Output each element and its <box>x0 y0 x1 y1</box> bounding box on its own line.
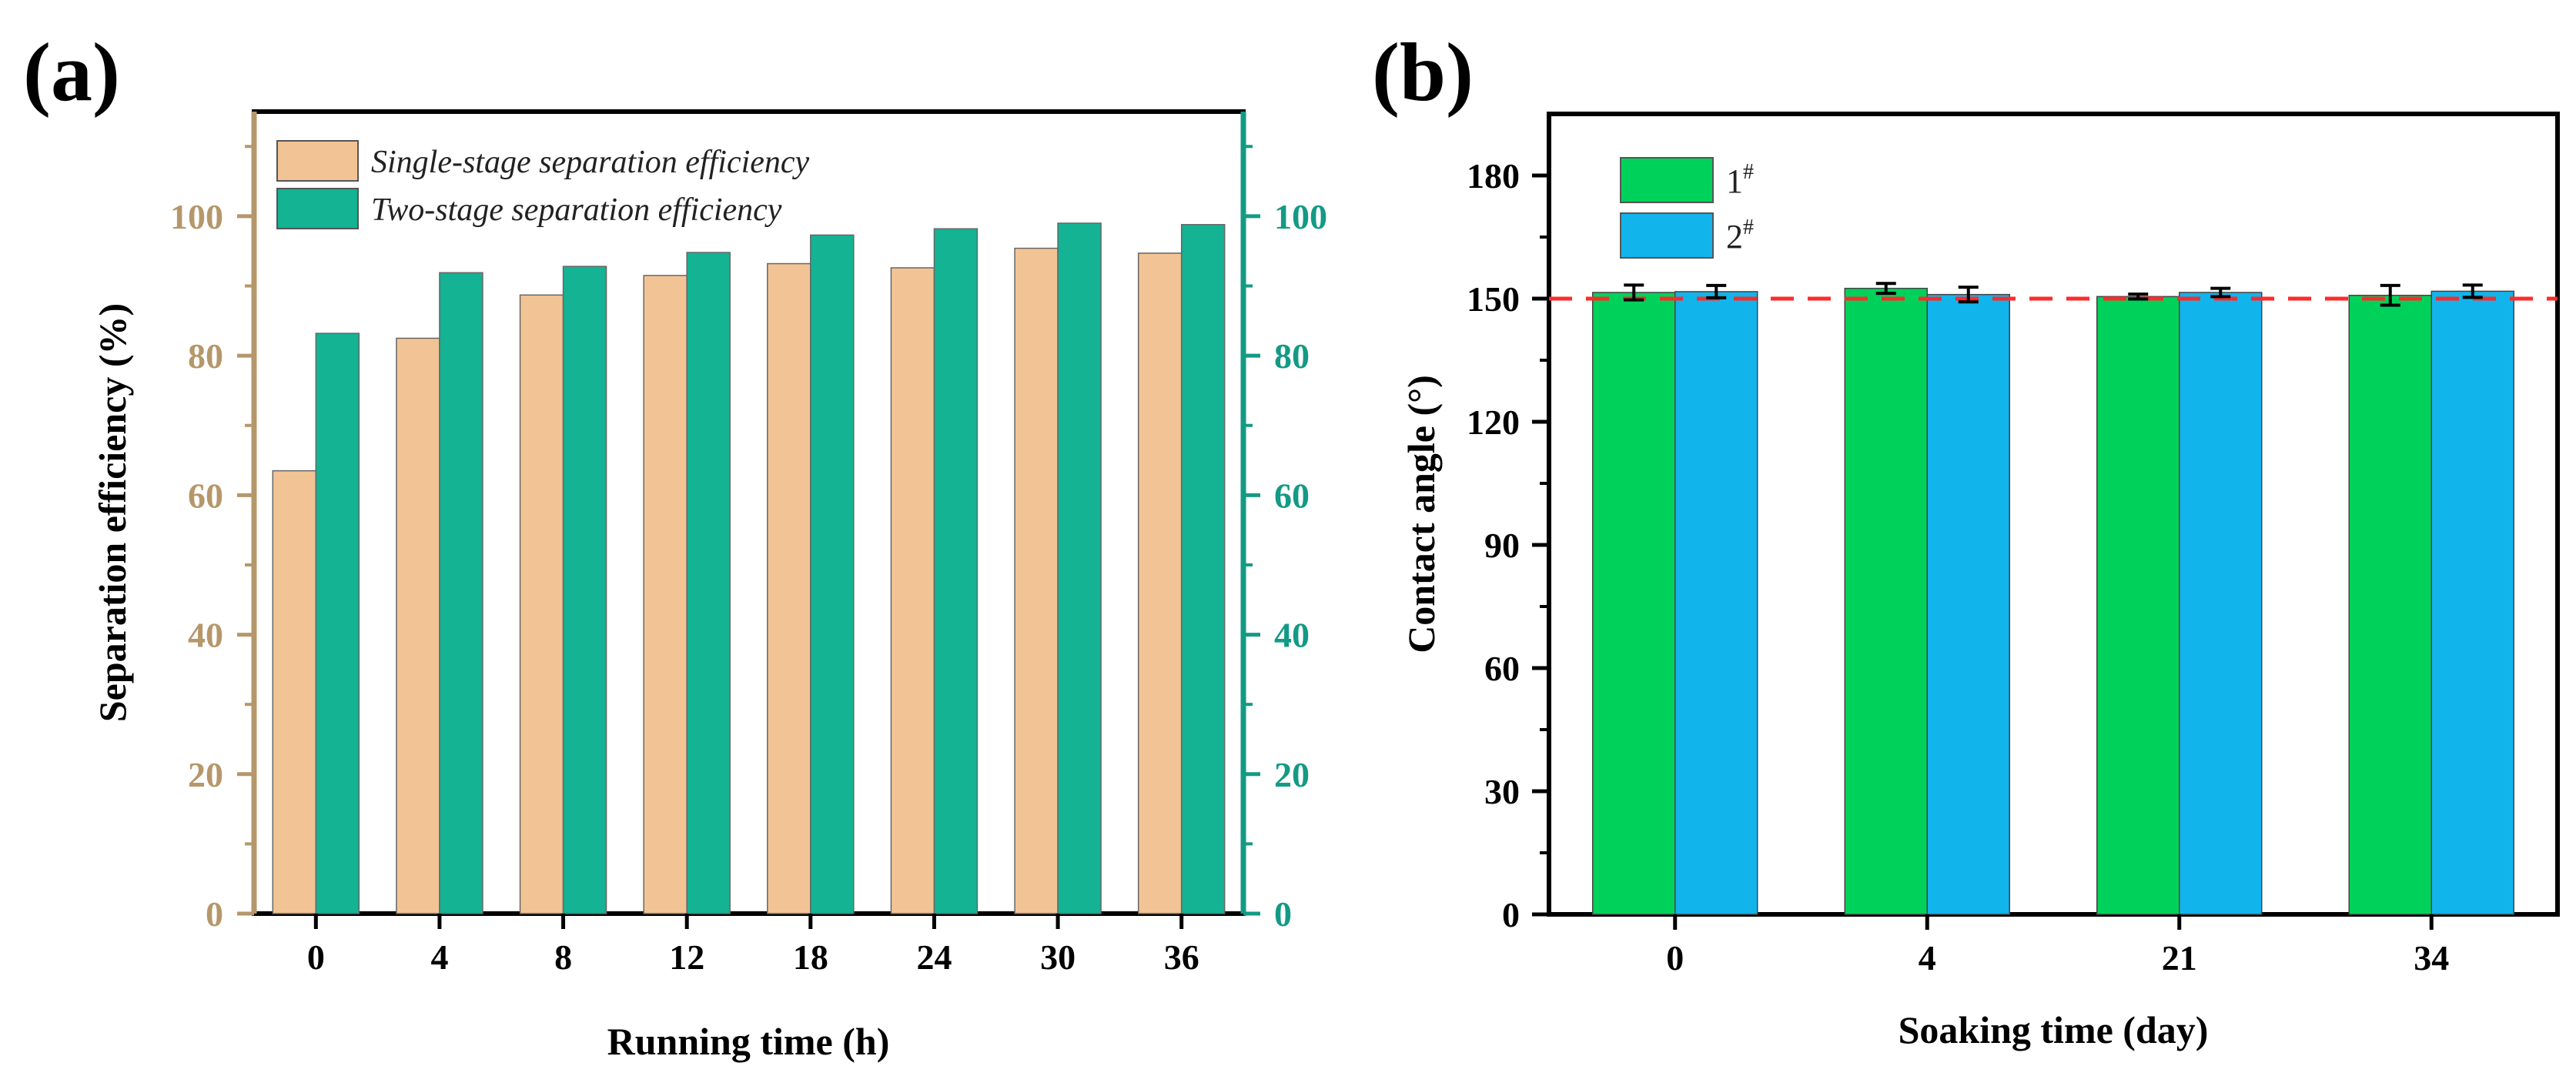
panel-a-x-axis-label: Running time (h) <box>607 1020 890 1063</box>
panel-a-bars <box>272 222 1226 914</box>
panel-a-y-tick-label: 0 <box>206 894 223 934</box>
panel-a-y2-tick-label: 100 <box>1274 197 1327 236</box>
panel-a-y-tick-label: 20 <box>188 755 223 794</box>
bar-single-stage-separation-efficiency-8h <box>519 294 564 914</box>
bar-single-stage-separation-efficiency-24h <box>890 267 935 914</box>
panel-b-x-tick-label: 4 <box>1919 938 1936 977</box>
panel-a-x-ticks: 0 4 8 12 18 24 30 36 <box>307 914 1199 977</box>
bar-sample-1-day-34 <box>2348 294 2432 915</box>
panel-b-x-tick-label: 21 <box>2162 938 2197 977</box>
panel-a-y2-ticks: 0 20 40 60 80 100 <box>1243 145 1327 934</box>
bar-two-stage-separation-efficiency-24h <box>933 228 979 914</box>
panel-b-y-tick-label: 120 <box>1467 403 1520 442</box>
bar-sample-1-day-0 <box>1592 292 1676 915</box>
panel-b-y-tick-label: 90 <box>1484 526 1520 565</box>
legend-swatch-sample-1 <box>1620 157 1714 203</box>
bar-two-stage-separation-efficiency-8h <box>562 266 607 914</box>
legend-swatch-single-stage <box>276 140 359 182</box>
bar-two-stage-separation-efficiency-18h <box>810 234 855 914</box>
panel-a-x-tick-label: 30 <box>1040 937 1076 977</box>
panel-b-x-axis-label: Soaking time (day) <box>1899 1008 2209 1051</box>
panel-a-y2-tick-label: 40 <box>1274 616 1310 655</box>
panel-a-y-ticks: 0 20 40 60 80 100 <box>170 145 254 934</box>
bar-two-stage-separation-efficiency-0h <box>315 332 360 914</box>
panel-b-y-tick-label: 150 <box>1467 279 1520 319</box>
bar-sample-2-day-0 <box>1674 291 1758 915</box>
legend-label-single-stage: Single-stage separation efficiency <box>371 145 810 180</box>
panel-a: (a) 0 20 40 60 80 100 0 20 40 60 80 100 0 4 8 12 18 24 3… <box>23 27 1327 1063</box>
panel-b-y-tick-label: 30 <box>1484 772 1520 811</box>
panel-a-x-tick-label: 4 <box>430 937 448 977</box>
panel-b-plot-frame <box>1547 112 2560 917</box>
bar-single-stage-separation-efficiency-18h <box>767 262 811 914</box>
panel-a-y2-tick-label: 20 <box>1274 755 1310 794</box>
bar-two-stage-separation-efficiency-36h <box>1180 224 1226 914</box>
legend-swatch-two-stage <box>276 188 359 229</box>
panel-b-y-tick-label: 0 <box>1502 895 1520 934</box>
panel-a-x-tick-label: 12 <box>669 937 704 977</box>
panel-a-x-tick-label: 8 <box>554 937 572 977</box>
panel-b-y-tick-label: 180 <box>1467 156 1520 195</box>
bar-sample-2-day-4 <box>1926 293 2010 915</box>
panel-a-y-axis-label: Separation efficiency (%) <box>91 303 134 722</box>
panel-b-x-tick-label: 0 <box>1666 938 1684 977</box>
panel-b-x-tick-label: 34 <box>2414 938 2449 977</box>
bar-two-stage-separation-efficiency-4h <box>439 272 483 914</box>
bar-sample-1-day-21 <box>2096 296 2180 915</box>
panel-a-label: (a) <box>23 27 120 119</box>
legend-label-sample-2: 2# <box>1726 216 1754 256</box>
panel-a-x-tick-label: 36 <box>1164 937 1199 977</box>
panel-b-bars <box>1592 287 2514 915</box>
panel-a-y2-tick-label: 0 <box>1274 894 1292 934</box>
panel-a-y-tick-label: 40 <box>188 616 223 655</box>
bar-sample-1-day-4 <box>1844 287 1928 915</box>
panel-b-label: (b) <box>1372 27 1474 119</box>
panel-a-y2-tick-label: 80 <box>1274 336 1310 376</box>
panel-a-y-tick-label: 100 <box>170 197 223 236</box>
panel-a-legend: Single-stage separation efficiency Two-s… <box>276 140 810 229</box>
bar-sample-2-day-34 <box>2430 290 2514 915</box>
bar-sample-2-day-21 <box>2179 292 2263 915</box>
panel-a-x-tick-label: 18 <box>793 937 828 977</box>
bar-two-stage-separation-efficiency-12h <box>686 252 731 914</box>
bar-single-stage-separation-efficiency-36h <box>1137 252 1183 914</box>
panel-b-legend: 1# 2# <box>1620 157 1754 259</box>
panel-b-x-ticks: 0 4 21 34 <box>1666 914 2449 977</box>
legend-label-sample-1: 1# <box>1726 160 1754 200</box>
panel-a-y2-tick-label: 60 <box>1274 476 1310 515</box>
bar-single-stage-separation-efficiency-30h <box>1014 247 1059 914</box>
panel-b: (b) 0 30 60 90 120 150 180 0 4 21 34 1# 2# Soakin… <box>1372 27 2560 1051</box>
panel-b-y-tick-label: 60 <box>1484 649 1520 688</box>
panel-b-y-ticks: 0 30 60 90 120 150 180 <box>1467 156 1549 934</box>
bar-single-stage-separation-efficiency-12h <box>643 275 687 914</box>
panel-a-x-tick-label: 24 <box>916 937 952 977</box>
legend-swatch-sample-2 <box>1620 212 1714 259</box>
panel-b-y-axis-label: Contact angle (°) <box>1400 375 1443 653</box>
panel-a-x-tick-label: 0 <box>307 937 325 977</box>
bar-two-stage-separation-efficiency-30h <box>1057 222 1102 914</box>
bar-single-stage-separation-efficiency-4h <box>396 337 440 914</box>
panel-a-y-tick-label: 60 <box>188 476 223 515</box>
bar-single-stage-separation-efficiency-0h <box>272 469 317 914</box>
panel-b-error-bars <box>1624 282 2483 307</box>
legend-label-two-stage: Two-stage separation efficiency <box>371 192 782 228</box>
panel-a-y-tick-label: 80 <box>188 336 223 376</box>
